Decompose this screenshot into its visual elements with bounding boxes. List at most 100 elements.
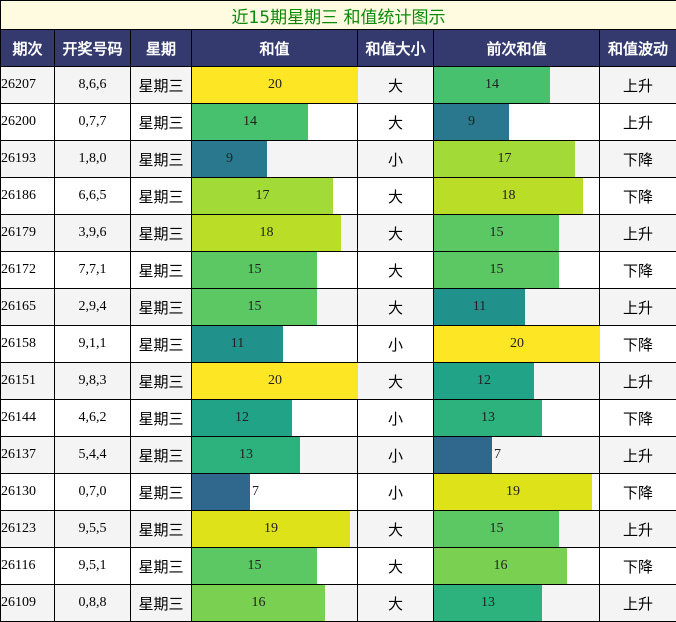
sum-cell: 7 bbox=[192, 474, 358, 511]
prev-sum-cell: 12 bbox=[434, 363, 600, 400]
sum-label: 15 bbox=[192, 289, 317, 325]
weekday-cell: 星期三 bbox=[131, 400, 192, 437]
weekday-cell: 星期三 bbox=[131, 585, 192, 622]
prev-sum-label: 15 bbox=[434, 252, 559, 288]
sum-label: 9 bbox=[192, 141, 267, 177]
weekday-cell: 星期三 bbox=[131, 326, 192, 363]
trend-cell: 下降 bbox=[600, 548, 676, 585]
sum-label: 11 bbox=[192, 326, 283, 362]
weekday-cell: 星期三 bbox=[131, 474, 192, 511]
trend-cell: 上升 bbox=[600, 437, 676, 474]
prev-sum-cell: 16 bbox=[434, 548, 600, 585]
prev-sum-label: 15 bbox=[434, 511, 559, 547]
sum-cell: 9 bbox=[192, 141, 358, 178]
sum-label: 14 bbox=[192, 104, 308, 140]
prev-sum-cell: 14 bbox=[434, 67, 600, 104]
prev-sum-label: 14 bbox=[434, 67, 550, 103]
weekday-cell: 星期三 bbox=[131, 104, 192, 141]
prev-sum-label: 12 bbox=[434, 363, 534, 399]
chart-title: 近15期星期三 和值统计图示 bbox=[1, 1, 676, 30]
prev-sum-label: 20 bbox=[434, 326, 600, 362]
numbers-cell: 9,1,1 bbox=[55, 326, 131, 363]
sum-cell: 18 bbox=[192, 215, 358, 252]
size-cell: 大 bbox=[358, 289, 434, 326]
prev-sum-cell: 13 bbox=[434, 585, 600, 622]
prev-sum-cell: 11 bbox=[434, 289, 600, 326]
weekday-cell: 星期三 bbox=[131, 363, 192, 400]
issue-cell: 26116 bbox=[1, 548, 55, 585]
sum-bar bbox=[192, 474, 250, 510]
prev-sum-label: 7 bbox=[492, 437, 554, 473]
trend-cell: 下降 bbox=[600, 326, 676, 363]
prev-sum-label: 18 bbox=[434, 178, 583, 214]
sum-cell: 15 bbox=[192, 289, 358, 326]
header-prev-sum: 前次和值 bbox=[434, 30, 600, 67]
trend-cell: 上升 bbox=[600, 511, 676, 548]
numbers-cell: 5,4,4 bbox=[55, 437, 131, 474]
sum-label: 19 bbox=[192, 511, 350, 547]
header-size: 和值大小 bbox=[358, 30, 434, 67]
issue-cell: 26109 bbox=[1, 585, 55, 622]
numbers-cell: 2,9,4 bbox=[55, 289, 131, 326]
numbers-cell: 1,8,0 bbox=[55, 141, 131, 178]
header-trend: 和值波动 bbox=[600, 30, 676, 67]
trend-cell: 上升 bbox=[600, 67, 676, 104]
trend-cell: 上升 bbox=[600, 289, 676, 326]
prev-sum-bar bbox=[434, 437, 492, 473]
prev-sum-cell: 15 bbox=[434, 252, 600, 289]
trend-cell: 上升 bbox=[600, 104, 676, 141]
sum-cell: 13 bbox=[192, 437, 358, 474]
trend-cell: 下降 bbox=[600, 252, 676, 289]
issue-cell: 26179 bbox=[1, 215, 55, 252]
weekday-cell: 星期三 bbox=[131, 178, 192, 215]
prev-sum-cell: 7 bbox=[434, 437, 600, 474]
prev-sum-cell: 13 bbox=[434, 400, 600, 437]
weekday-cell: 星期三 bbox=[131, 548, 192, 585]
sum-label: 13 bbox=[192, 437, 300, 473]
sum-cell: 14 bbox=[192, 104, 358, 141]
trend-cell: 上升 bbox=[600, 215, 676, 252]
prev-sum-cell: 17 bbox=[434, 141, 600, 178]
header-weekday: 星期 bbox=[131, 30, 192, 67]
size-cell: 小 bbox=[358, 474, 434, 511]
numbers-cell: 4,6,2 bbox=[55, 400, 131, 437]
numbers-cell: 0,7,7 bbox=[55, 104, 131, 141]
prev-sum-cell: 9 bbox=[434, 104, 600, 141]
size-cell: 大 bbox=[358, 548, 434, 585]
issue-cell: 26123 bbox=[1, 511, 55, 548]
issue-cell: 26151 bbox=[1, 363, 55, 400]
issue-cell: 26207 bbox=[1, 67, 55, 104]
sum-cell: 15 bbox=[192, 252, 358, 289]
issue-cell: 26200 bbox=[1, 104, 55, 141]
size-cell: 大 bbox=[358, 215, 434, 252]
table-header-row: 期次 开奖号码 星期 和值 和值大小 前次和值 和值波动 bbox=[1, 30, 676, 67]
sum-cell: 16 bbox=[192, 585, 358, 622]
weekday-cell: 星期三 bbox=[131, 511, 192, 548]
trend-cell: 上升 bbox=[600, 363, 676, 400]
prev-sum-label: 13 bbox=[434, 400, 542, 436]
numbers-cell: 8,6,6 bbox=[55, 67, 131, 104]
sum-label: 15 bbox=[192, 252, 317, 288]
prev-sum-cell: 18 bbox=[434, 178, 600, 215]
sum-label: 17 bbox=[192, 178, 333, 214]
trend-cell: 下降 bbox=[600, 474, 676, 511]
prev-sum-label: 17 bbox=[434, 141, 575, 177]
numbers-cell: 3,9,6 bbox=[55, 215, 131, 252]
prev-sum-cell: 20 bbox=[434, 326, 600, 363]
sum-cell: 12 bbox=[192, 400, 358, 437]
size-cell: 大 bbox=[358, 104, 434, 141]
prev-sum-label: 9 bbox=[434, 104, 509, 140]
prev-sum-label: 13 bbox=[434, 585, 542, 621]
